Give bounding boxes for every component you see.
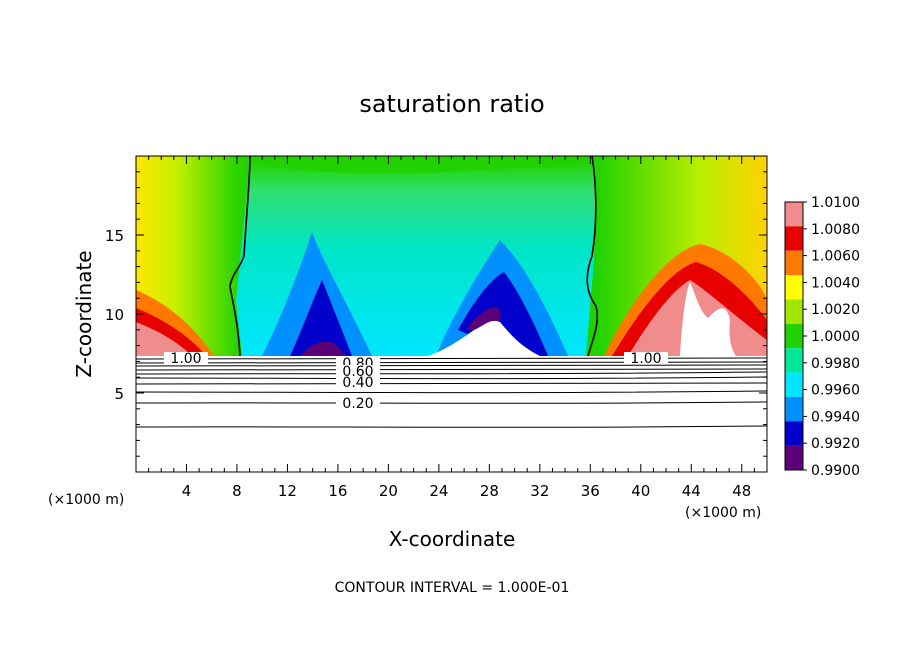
x-axis-label: X-coordinate (389, 527, 516, 551)
colorbar-label: 1.0040 (811, 275, 860, 291)
contour-line-1.00-left (229, 156, 251, 357)
contour-line-0.70 (136, 368, 767, 371)
colorbar-swatch (785, 323, 803, 349)
contour-label-bg (336, 365, 380, 377)
colorbar-swatch (785, 372, 803, 397)
colorbar-swatch (785, 275, 803, 300)
contour-label-bg (336, 376, 380, 388)
contour-label: 1.00 (630, 351, 661, 367)
field-left-pink (136, 322, 192, 356)
colorbar-label: 0.9960 (811, 383, 860, 399)
colorbar-swatch (785, 226, 803, 251)
y-axis-label: Z-coordinate (72, 250, 96, 377)
contour-line-0.10 (136, 425, 767, 428)
field-plume-left-deep (300, 341, 346, 356)
field-plume-left-core (290, 280, 352, 356)
contour-line-0.60 (136, 371, 767, 375)
footer-contour-interval: CONTOUR INTERVAL = 1.000E-01 (335, 580, 570, 596)
x-tick-label: 24 (429, 482, 448, 500)
colorbar-label: 1.0080 (811, 222, 860, 238)
x-tick-label: 4 (182, 482, 192, 500)
x-tick-label: 16 (328, 482, 347, 500)
x-tick-label: 12 (278, 482, 297, 500)
x-tick-label: 44 (682, 482, 701, 500)
colorbar-label: 0.9920 (811, 436, 860, 452)
colorbar-swatch (785, 299, 803, 324)
contour-line-0.40 (136, 382, 767, 385)
colorbar-label: 0.9900 (811, 463, 860, 479)
contour-label: 0.20 (342, 396, 373, 412)
colorbar-label: 0.9940 (811, 409, 860, 425)
y-tick-label: 10 (105, 306, 124, 324)
plot-area (136, 156, 767, 472)
contour-label: 1.00 (170, 351, 201, 367)
colorbar-swatch (785, 250, 803, 276)
colorbar-label: 1.0100 (811, 195, 860, 211)
field-right-white (680, 282, 736, 356)
x-tick-label: 32 (530, 482, 549, 500)
x-tick-label: 8 (232, 482, 242, 500)
colorbar-swatch (785, 202, 803, 227)
y-tick-label: 5 (114, 385, 124, 403)
field-stable-layer (136, 356, 767, 472)
colorbar-swatch (785, 445, 803, 470)
x-tick-label: 48 (732, 482, 751, 500)
colorbar-swatch (785, 421, 803, 446)
colorbar-label: 0.9980 (811, 356, 860, 372)
chart-title: saturation ratio (359, 90, 544, 118)
colorbar-label: 1.0060 (811, 249, 860, 265)
x-unit-left: (×1000 m) (48, 492, 124, 508)
colorbar: 1.0100 1.0080 1.0060 1.0040 1.0020 1.0000 0.99… (784, 195, 860, 479)
colorbar-swatch (785, 348, 803, 373)
contour-line-0.20 (136, 401, 767, 404)
colorbar-label: 1.0000 (811, 329, 860, 345)
contour-line-1.00-right (586, 156, 599, 357)
contour-labels: 1.00 0.800.600.400.201.00 (164, 351, 668, 412)
x-tick-label: 40 (631, 482, 650, 500)
contour-label-bg (336, 397, 380, 409)
contour-label: 0.40 (342, 375, 373, 391)
x-tick-label: 36 (581, 482, 600, 500)
field-ridge-white (420, 320, 540, 358)
colorbar-swatch (785, 396, 803, 422)
contour-line-0.50 (136, 376, 767, 380)
x-tick-label: 28 (480, 482, 499, 500)
contour-label-bg (624, 352, 668, 364)
x-tick-label: 20 (379, 482, 398, 500)
y-axis: 5 10 15 (105, 171, 767, 457)
x-axis: 4 8 12 16 20 24 28 32 36 40 44 48 (148, 156, 755, 500)
colorbar-label: 1.0020 (811, 302, 860, 318)
x-unit-right: (×1000 m) (685, 505, 761, 521)
y-tick-label: 15 (105, 227, 124, 245)
contour-label-bg (164, 352, 208, 364)
contour-line-0.30 (136, 390, 767, 394)
